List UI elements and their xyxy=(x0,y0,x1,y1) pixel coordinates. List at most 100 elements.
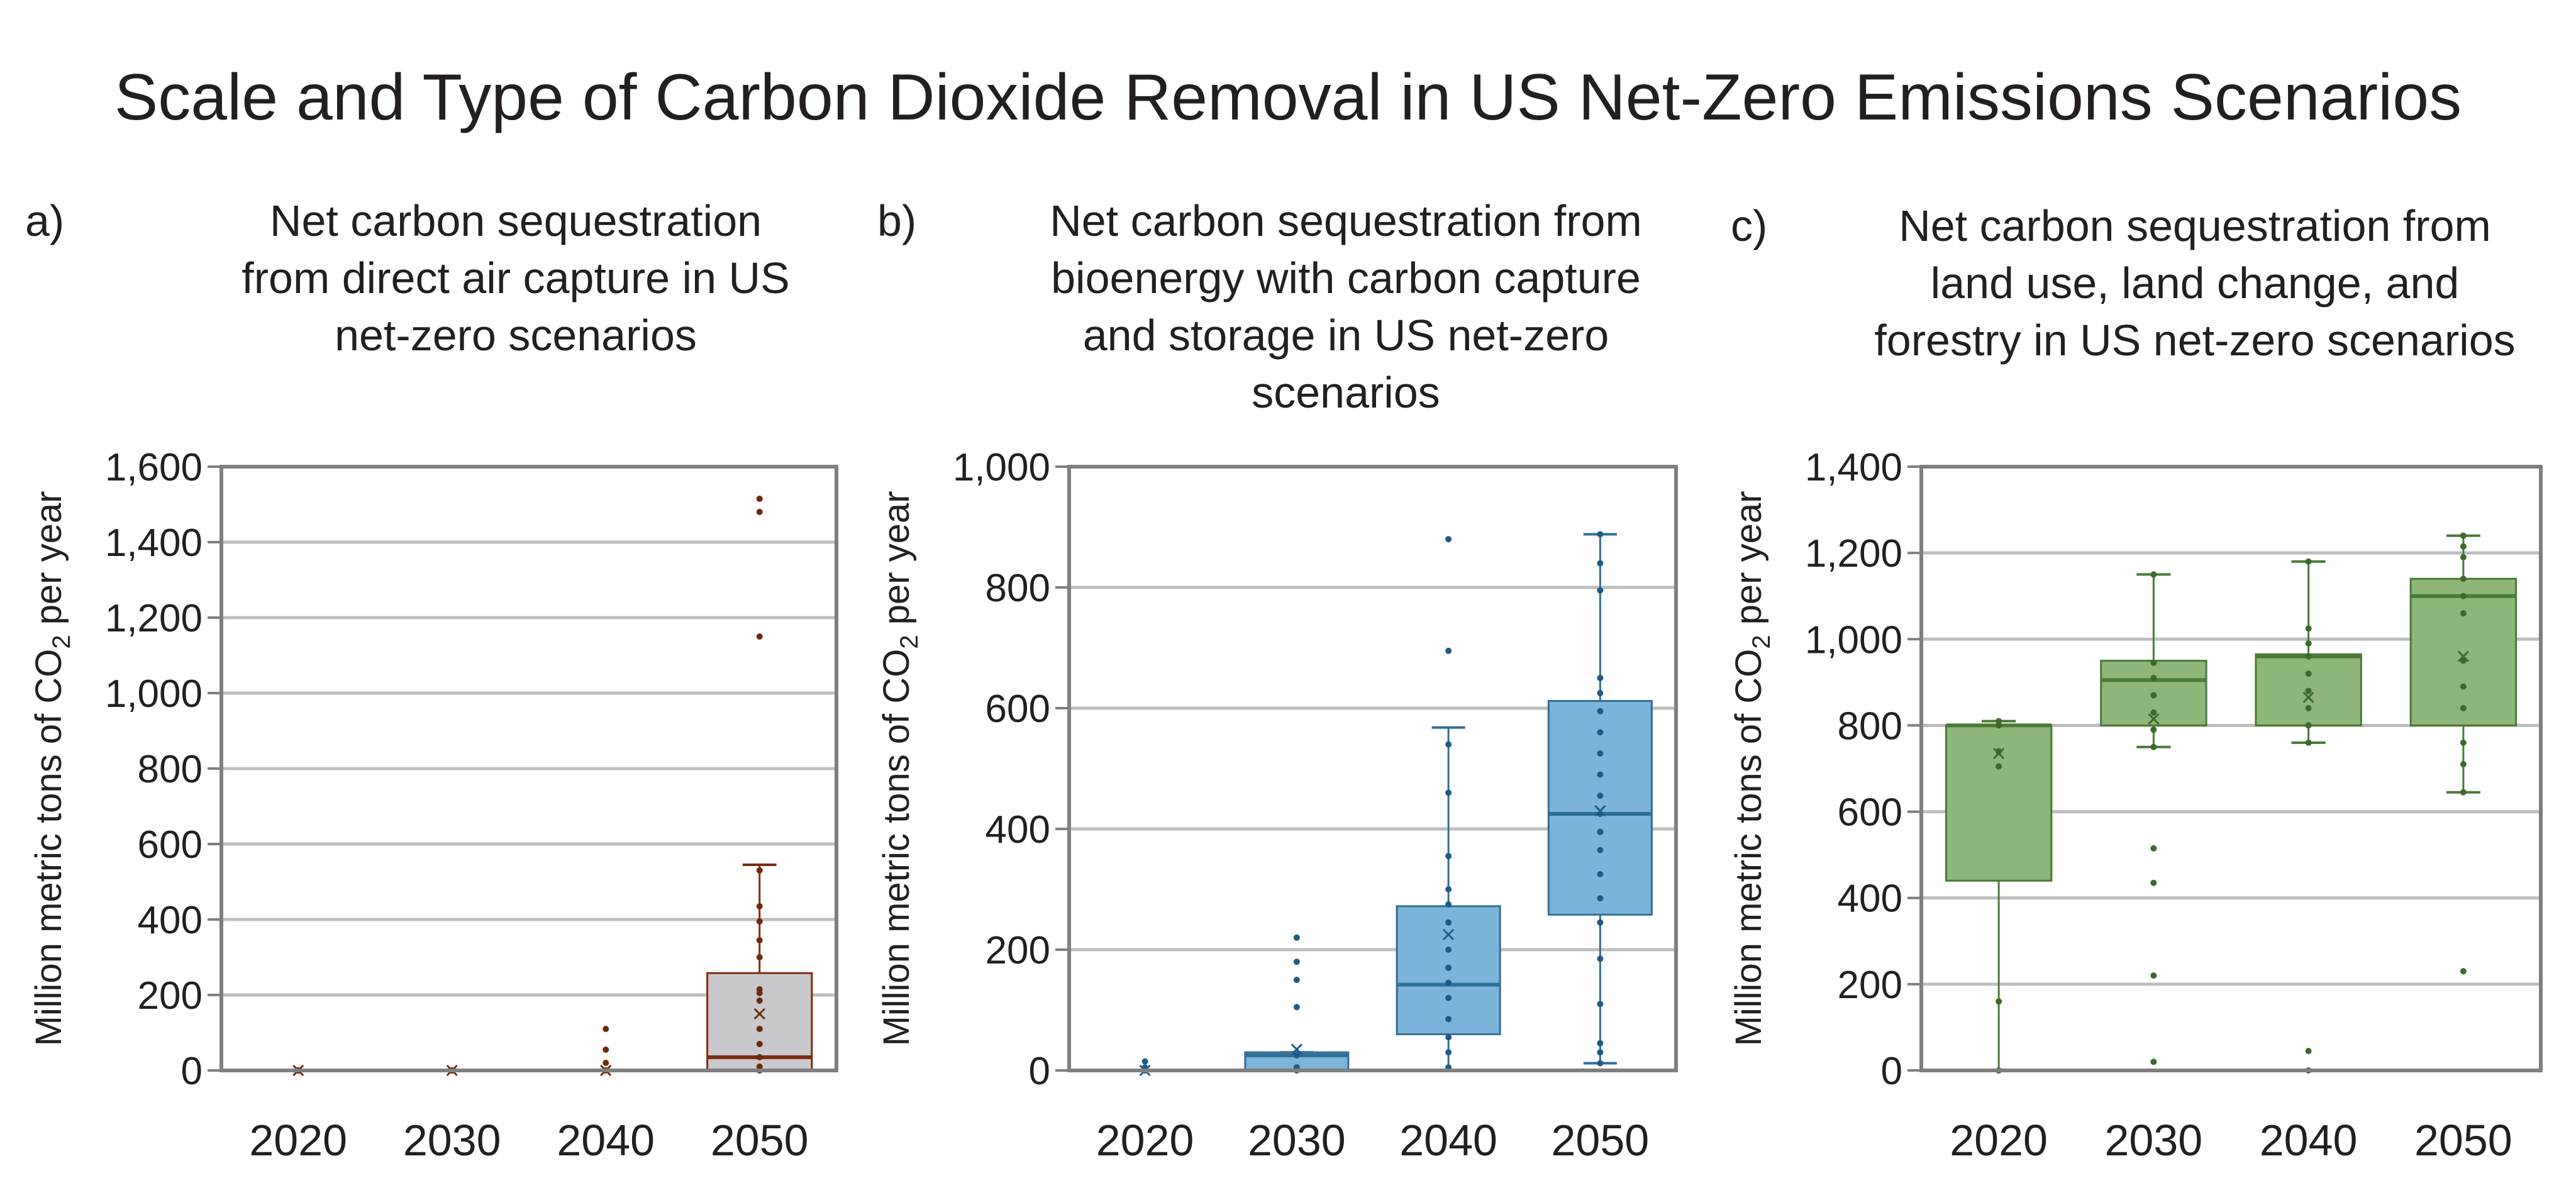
y-tick-label: 800 xyxy=(985,567,1050,610)
box-2050 xyxy=(1547,531,1653,1067)
panel-title-line: bioenergy with carbon capture xyxy=(1051,253,1641,303)
data-point xyxy=(1445,741,1452,748)
data-point xyxy=(756,1041,763,1047)
x-tick-label: 2050 xyxy=(711,1116,809,1165)
data-point xyxy=(2305,670,2312,677)
data-point xyxy=(1293,958,1300,965)
mean-marker xyxy=(1993,747,2005,760)
y-tick-label: 0 xyxy=(1029,1050,1050,1093)
data-point xyxy=(602,1047,609,1053)
x-tick-label: 2040 xyxy=(1399,1116,1497,1165)
x-tick-label: 2020 xyxy=(1950,1116,2048,1165)
box-2050 xyxy=(2409,532,2518,975)
data-point xyxy=(1597,955,1604,962)
panel-letter: c) xyxy=(1731,201,1767,250)
data-point xyxy=(1597,1049,1604,1056)
data-point xyxy=(602,1060,609,1066)
data-point xyxy=(2460,761,2467,768)
data-point xyxy=(1445,1034,1452,1041)
data-point xyxy=(1445,1016,1452,1023)
data-point xyxy=(756,496,763,502)
x-tick-label: 2030 xyxy=(403,1116,501,1165)
y-tick-label: 0 xyxy=(181,1050,203,1093)
data-point xyxy=(756,1026,763,1032)
data-point xyxy=(1597,690,1604,696)
y-tick-label: 1,400 xyxy=(105,521,203,565)
data-point xyxy=(1445,536,1452,543)
data-point xyxy=(1445,1049,1452,1056)
data-point xyxy=(1445,853,1452,860)
data-point xyxy=(756,867,763,874)
data-point xyxy=(1597,919,1604,926)
y-tick-label: 1,200 xyxy=(105,597,203,640)
y-axis-label-part: per year xyxy=(1728,491,1769,635)
data-point xyxy=(1996,718,2002,725)
box-2050 xyxy=(706,496,813,1074)
y-tick-label: 0 xyxy=(1881,1050,1902,1093)
y-axis-label-subscript: 2 xyxy=(896,635,923,648)
data-point xyxy=(2150,571,2157,578)
y-tick-label: 800 xyxy=(138,748,203,791)
y-tick-label: 400 xyxy=(1838,877,1902,921)
data-point xyxy=(1293,1052,1300,1058)
data-point xyxy=(1597,1040,1604,1047)
data-point xyxy=(2150,972,2157,979)
y-tick-label: 1,200 xyxy=(1805,532,1902,575)
x-tick-label: 2030 xyxy=(2105,1116,2203,1165)
data-point xyxy=(2460,543,2467,550)
data-point xyxy=(1996,763,2002,770)
data-point xyxy=(2150,879,2157,886)
y-tick-label: 1,000 xyxy=(953,446,1050,489)
data-point xyxy=(1445,647,1452,654)
y-axis-label: Million metric tons of CO2 per year xyxy=(28,491,75,1047)
y-tick-label: 200 xyxy=(1838,964,1902,1007)
panel-title-line: from direct air capture in US xyxy=(242,253,789,303)
x-tick-label: 2040 xyxy=(2260,1116,2358,1165)
data-point xyxy=(2460,705,2467,711)
panel-title-line: forestry in US net-zero scenarios xyxy=(1874,316,2515,365)
data-point xyxy=(1445,919,1452,926)
data-point xyxy=(2460,683,2467,690)
data-point xyxy=(756,997,763,1004)
y-tick-label: 600 xyxy=(985,687,1050,731)
data-point xyxy=(1597,531,1604,538)
data-point xyxy=(2305,722,2312,729)
data-point xyxy=(756,1064,763,1070)
data-point xyxy=(1597,675,1604,681)
data-point xyxy=(2150,743,2157,750)
data-point xyxy=(2150,1058,2157,1065)
y-axis-label-part: Million metric tons of CO xyxy=(28,649,69,1047)
data-point xyxy=(1597,708,1604,714)
y-tick-label: 600 xyxy=(1838,791,1902,835)
data-point xyxy=(2150,675,2157,681)
x-tick-label: 2020 xyxy=(249,1116,347,1165)
plot-frame xyxy=(1067,465,1678,1072)
data-point xyxy=(2460,968,2467,975)
data-point xyxy=(1597,847,1604,853)
data-point xyxy=(1996,998,2002,1005)
data-point xyxy=(1445,789,1452,796)
data-point xyxy=(1597,750,1604,757)
mean-marker xyxy=(753,1008,765,1020)
y-axis-label-subscript: 2 xyxy=(1748,635,1775,648)
y-tick-label: 400 xyxy=(138,899,203,942)
data-point xyxy=(1597,895,1604,902)
data-point xyxy=(2150,726,2157,733)
box-2030 xyxy=(2100,571,2207,1065)
panel-letter: a) xyxy=(25,196,64,245)
data-point xyxy=(1293,977,1300,983)
data-point xyxy=(756,903,763,909)
data-point xyxy=(2460,739,2467,746)
x-tick-label: 2050 xyxy=(1552,1116,1650,1165)
data-point xyxy=(2305,739,2312,746)
data-point xyxy=(756,633,763,640)
box-2030 xyxy=(1244,934,1350,1074)
data-point xyxy=(2460,789,2467,796)
plot-frame xyxy=(219,465,838,1072)
data-point xyxy=(1597,560,1604,567)
panel-letter: b) xyxy=(877,196,916,245)
box-2020 xyxy=(1092,1058,1198,1077)
y-tick-label: 800 xyxy=(1838,704,1902,748)
panel-title-line: Net carbon sequestration from xyxy=(1050,196,1642,245)
panel-title-line: land use, land change, and xyxy=(1931,258,2460,308)
